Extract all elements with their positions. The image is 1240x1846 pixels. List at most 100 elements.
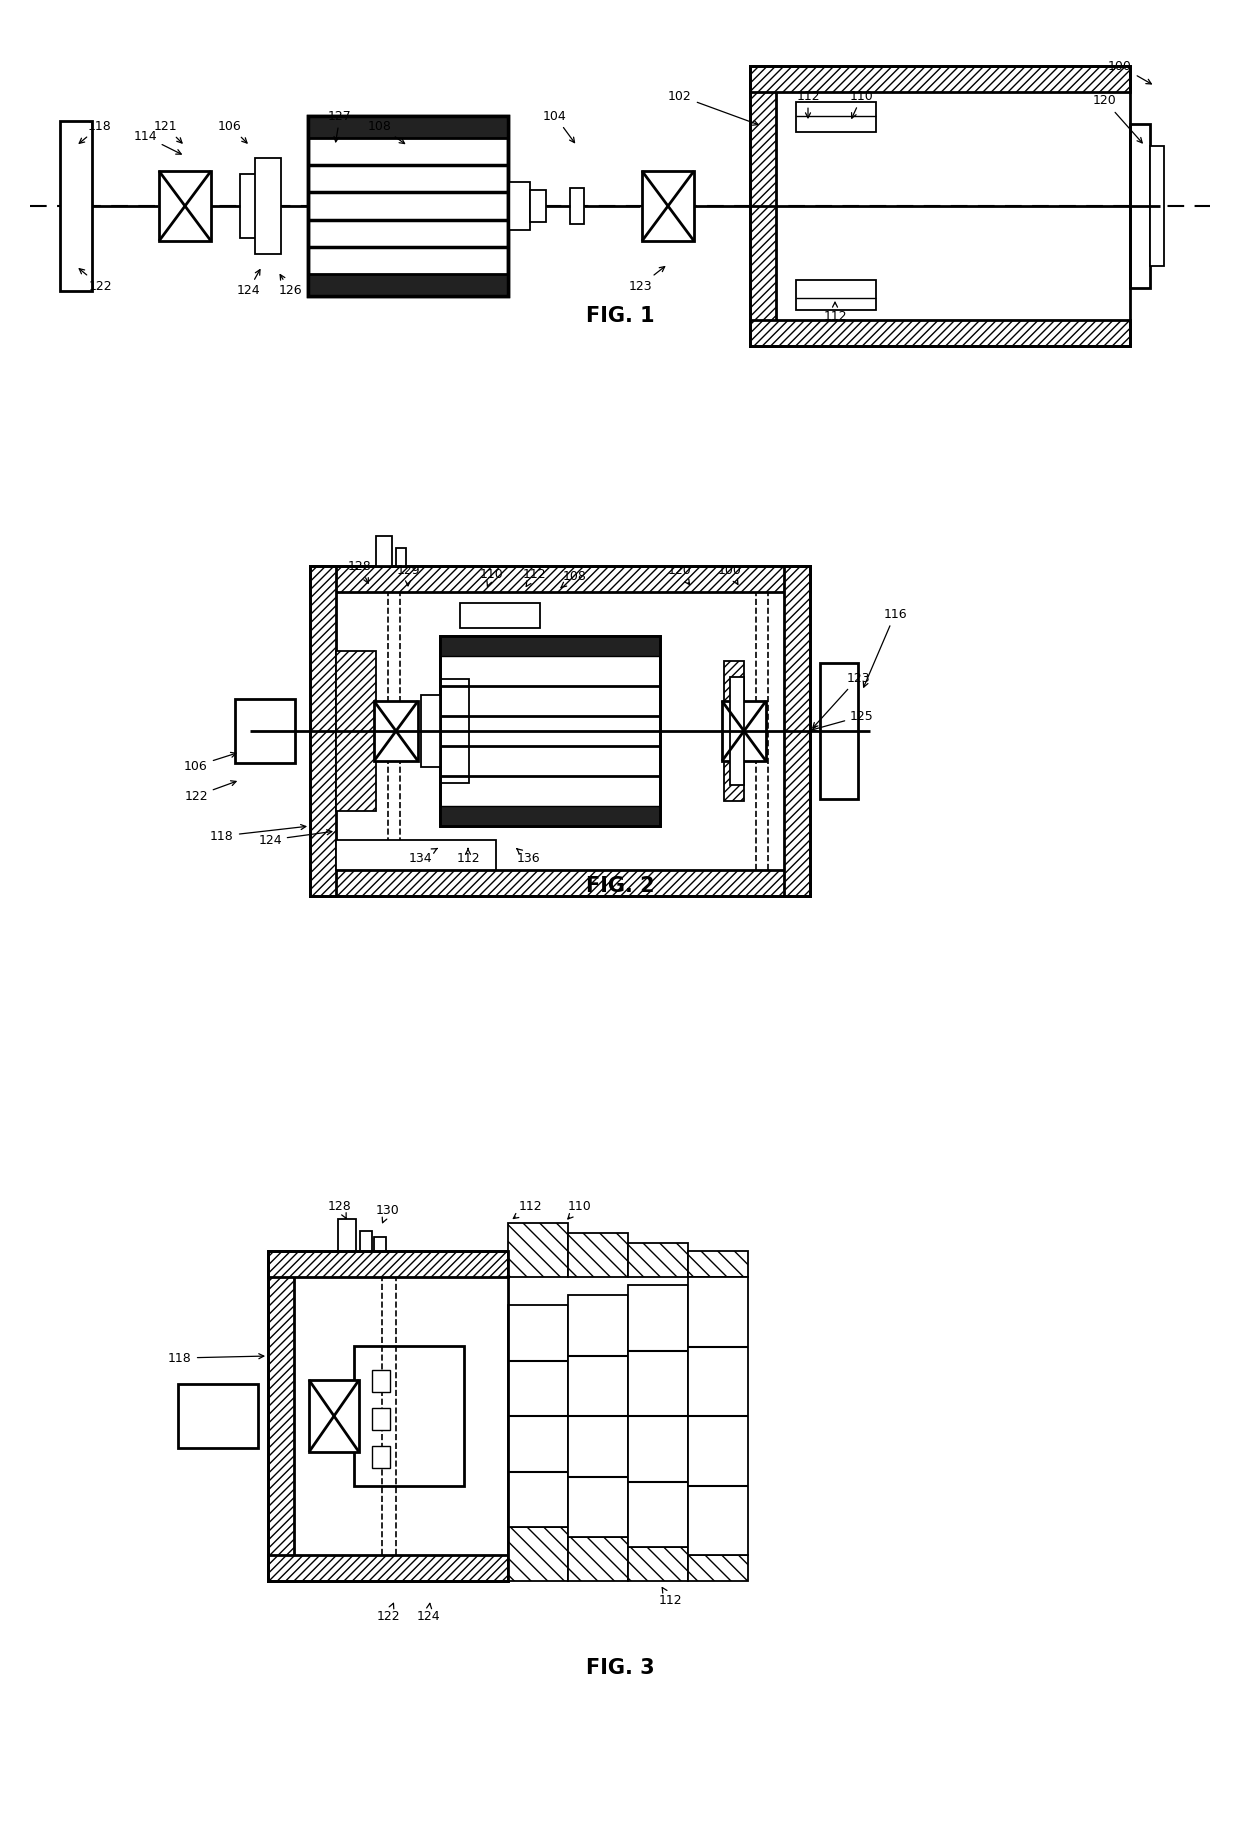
Text: 120: 120: [1094, 94, 1142, 142]
Text: 122: 122: [185, 781, 236, 803]
Bar: [440, 807, 660, 825]
Bar: [750, 66, 776, 345]
Text: 124: 124: [236, 270, 260, 297]
Text: 108: 108: [368, 120, 404, 144]
Text: 108: 108: [562, 570, 587, 587]
Bar: [268, 1554, 508, 1580]
Text: 128: 128: [329, 1200, 352, 1218]
Bar: [441, 679, 469, 783]
Bar: [372, 1370, 391, 1392]
Bar: [308, 116, 508, 138]
Bar: [374, 1237, 386, 1252]
Text: 129: 129: [397, 565, 420, 585]
Bar: [570, 188, 584, 223]
Text: 121: 121: [154, 120, 182, 142]
Text: 112: 112: [796, 89, 820, 118]
Bar: [796, 102, 875, 133]
Bar: [336, 652, 376, 810]
Bar: [508, 1305, 568, 1527]
Text: 110: 110: [851, 89, 874, 118]
Bar: [241, 174, 260, 238]
Text: 125: 125: [812, 709, 874, 731]
Text: 112: 112: [823, 303, 847, 323]
Text: 106: 106: [184, 753, 236, 772]
Bar: [310, 567, 810, 593]
Text: 112: 112: [658, 1588, 682, 1606]
Bar: [310, 567, 336, 895]
Text: 124: 124: [258, 829, 332, 847]
Text: 106: 106: [218, 120, 247, 142]
Text: 100: 100: [718, 565, 742, 585]
Bar: [508, 1527, 568, 1580]
Bar: [339, 1218, 356, 1252]
Text: 104: 104: [543, 109, 574, 142]
Bar: [440, 637, 660, 825]
Text: 123: 123: [629, 266, 665, 292]
Bar: [268, 1252, 508, 1580]
Text: 116: 116: [863, 607, 906, 687]
Text: 120: 120: [668, 565, 692, 585]
Bar: [627, 1547, 688, 1580]
Bar: [568, 1233, 627, 1277]
Bar: [508, 1224, 568, 1277]
Text: 118: 118: [169, 1351, 264, 1364]
Bar: [372, 1445, 391, 1468]
Bar: [268, 1252, 294, 1580]
Text: 134: 134: [408, 849, 438, 864]
Text: 102: 102: [668, 89, 758, 126]
Bar: [372, 1408, 391, 1431]
Bar: [353, 1346, 464, 1486]
Bar: [336, 840, 496, 869]
Bar: [1149, 146, 1164, 266]
Bar: [159, 172, 211, 242]
Bar: [568, 1296, 627, 1538]
Text: 118: 118: [79, 120, 112, 144]
Text: 130: 130: [376, 1204, 399, 1222]
Bar: [529, 190, 546, 222]
Bar: [309, 1381, 360, 1453]
Bar: [236, 700, 295, 762]
Text: FIG. 3: FIG. 3: [585, 1658, 655, 1678]
Bar: [627, 1285, 688, 1547]
Bar: [310, 869, 810, 895]
Bar: [642, 172, 694, 242]
Bar: [508, 183, 529, 231]
Bar: [688, 1554, 748, 1580]
Bar: [688, 1252, 748, 1277]
Bar: [60, 122, 92, 292]
Text: 122: 122: [79, 270, 112, 292]
Text: 123: 123: [812, 672, 869, 727]
Bar: [784, 567, 810, 895]
Bar: [820, 663, 858, 799]
Bar: [360, 1231, 372, 1252]
Bar: [688, 1277, 748, 1554]
Bar: [440, 637, 660, 825]
Bar: [308, 273, 508, 295]
Bar: [722, 701, 766, 761]
Text: 127: 127: [329, 109, 352, 142]
Text: 100: 100: [1109, 59, 1152, 83]
Text: 110: 110: [480, 567, 503, 587]
Text: 114: 114: [133, 129, 181, 153]
Bar: [796, 281, 875, 310]
Bar: [440, 637, 660, 655]
Bar: [308, 116, 508, 295]
Bar: [308, 116, 508, 295]
Text: 136: 136: [516, 849, 539, 864]
Bar: [724, 661, 744, 801]
Bar: [255, 159, 281, 255]
Bar: [1130, 124, 1149, 288]
Bar: [179, 1384, 258, 1447]
Bar: [750, 66, 1130, 345]
Bar: [627, 1242, 688, 1277]
Text: 110: 110: [568, 1200, 591, 1218]
Text: FIG. 2: FIG. 2: [585, 877, 655, 895]
Bar: [374, 701, 418, 761]
Text: 126: 126: [278, 275, 301, 297]
Text: 112: 112: [522, 567, 546, 587]
Text: 122: 122: [376, 1604, 399, 1623]
Bar: [750, 66, 1130, 92]
Text: 128: 128: [348, 559, 372, 583]
Bar: [422, 694, 445, 766]
Text: FIG. 1: FIG. 1: [585, 306, 655, 327]
